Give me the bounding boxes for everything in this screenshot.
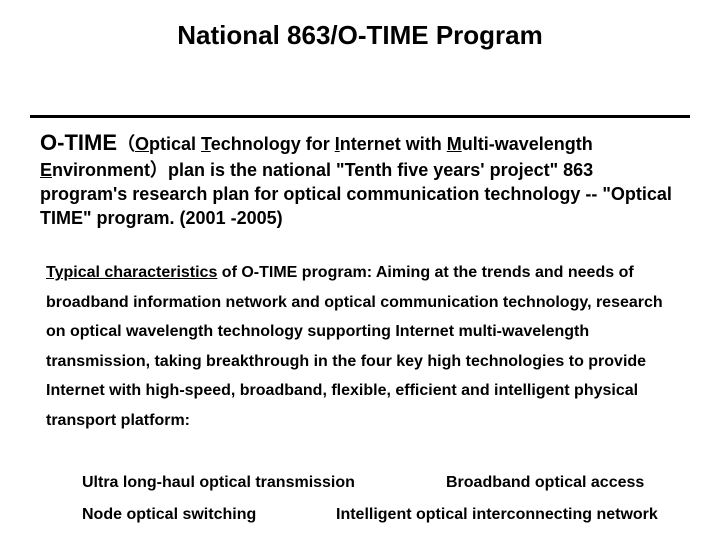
otime-label: O-TIME xyxy=(40,130,117,155)
slide-title: National 863/O-TIME Program xyxy=(0,20,720,51)
body-lead-rest: of O-TIME program: Aiming at the trends … xyxy=(46,264,663,429)
acronym-m-rest: ulti-wavelength xyxy=(462,134,593,154)
keytech-1a: Ultra long-haul optical transmission xyxy=(46,470,355,496)
keytech-2a: Node optical switching xyxy=(46,502,256,528)
acronym-i-rest: nternet with xyxy=(340,134,447,154)
acronym-o-u: O xyxy=(135,134,149,154)
acronym-t-rest: echnology for xyxy=(211,134,335,154)
keytech-1b: Broadband optical access xyxy=(446,470,644,496)
body-lead-underlined: Typical characteristics xyxy=(46,264,217,281)
acronym-m-u: M xyxy=(447,134,462,154)
intro-paragraph: O-TIME（Optical Technology for Internet w… xyxy=(40,128,685,231)
acronym-o-rest: ptical xyxy=(149,134,201,154)
horizontal-rule xyxy=(30,115,690,118)
keytech-row-1: Ultra long-haul optical transmission Bro… xyxy=(46,470,686,496)
acronym-t-u: T xyxy=(201,134,211,154)
acronym-e-rest: nvironment xyxy=(52,160,150,180)
keytech-row-2: Node optical switching Intelligent optic… xyxy=(46,502,686,528)
keytech-2b: Intelligent optical interconnecting netw… xyxy=(336,502,658,528)
paren-open: （ xyxy=(117,134,135,154)
acronym-e-u: E xyxy=(40,160,52,180)
paren-close: ） xyxy=(150,160,168,180)
slide: National 863/O-TIME Program O-TIME（Optic… xyxy=(0,0,720,540)
body-paragraph: Typical characteristics of O-TIME progra… xyxy=(46,258,686,436)
